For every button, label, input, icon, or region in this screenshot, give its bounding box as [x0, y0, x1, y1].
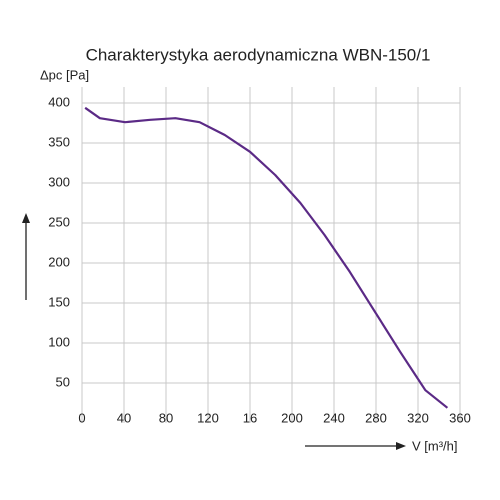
x-tick-label: 120	[197, 410, 219, 425]
x-axis-label: V [m³/h]	[412, 438, 458, 453]
y-tick-label: 250	[48, 214, 70, 229]
y-tick-label: 50	[56, 374, 70, 389]
x-tick-label: 80	[159, 410, 173, 425]
x-tick-label: 200	[281, 410, 303, 425]
chart-title: Charakterystyka aerodynamiczna WBN-150/1	[86, 45, 431, 64]
x-tick-label: 40	[117, 410, 131, 425]
y-tick-label: 100	[48, 334, 70, 349]
data-line	[84, 106, 449, 409]
y-tick-label: 150	[48, 294, 70, 309]
y-tick-label: 300	[48, 174, 70, 189]
x-tick-label: 240	[323, 410, 345, 425]
x-tick-label: 320	[407, 410, 429, 425]
x-tick-label: 360	[449, 410, 471, 425]
y-arrow-head	[22, 213, 30, 223]
y-tick-label: 200	[48, 254, 70, 269]
x-tick-label: 0	[78, 410, 85, 425]
x-arrow-head	[396, 442, 406, 450]
y-axis-label: Δpc [Pa]	[40, 67, 89, 82]
x-tick-label: 280	[365, 410, 387, 425]
y-tick-label: 400	[48, 94, 70, 109]
y-tick-label: 350	[48, 134, 70, 149]
x-tick-label: 16	[243, 410, 257, 425]
